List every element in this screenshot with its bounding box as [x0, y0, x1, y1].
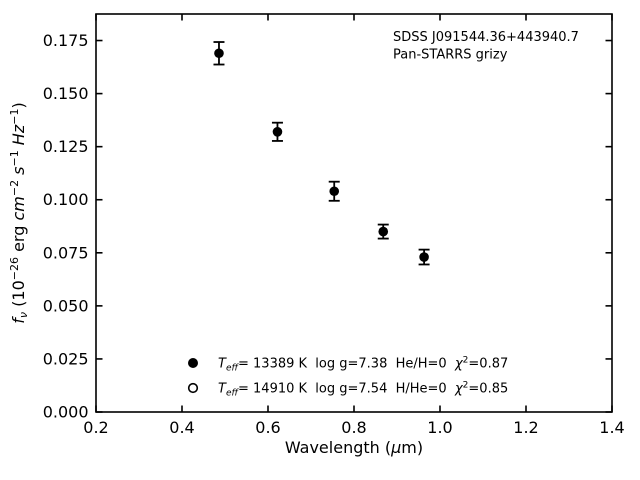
annotation-survey-name: Pan-STARRS grizy — [393, 48, 508, 63]
x-tick-label: 0.6 — [255, 418, 280, 437]
x-tick-label: 0.8 — [341, 418, 366, 437]
y-tick-label: 0.150 — [43, 84, 89, 103]
data-series — [213, 41, 430, 266]
legend: Teff= 13389 K log g=7.38 He/H=0 χ2=0.87 … — [187, 356, 508, 399]
axes-ticks: 0.2 0.4 0.6 0.8 1.0 1.2 1.4 0.000 0.025 0.050 0.07… — [43, 14, 625, 437]
x-tick-label: 0.2 — [83, 418, 108, 437]
legend-open-circle-marker — [187, 382, 199, 394]
x-tick-label: 1.4 — [599, 418, 624, 437]
x-axis-label: Wavelength (μm) — [285, 438, 423, 457]
y-tick-label: 0.075 — [43, 243, 89, 262]
y-tick-label: 0.025 — [43, 349, 89, 368]
y-axis-label: fν (10−26 erg cm−2 s−1 Hz−1) — [8, 102, 30, 323]
y-tick-label: 0.050 — [43, 296, 89, 315]
data-point — [329, 186, 340, 197]
y-tick-label: 0.000 — [43, 403, 89, 422]
data-point — [419, 252, 429, 262]
data-point — [214, 48, 224, 59]
data-point — [378, 226, 389, 237]
plot-border — [95, 13, 613, 413]
x-tick-label: 1.0 — [427, 418, 452, 437]
y-tick-label: 0.100 — [43, 190, 89, 209]
legend-filled-circle-marker — [188, 358, 198, 368]
y-tick-label: 0.175 — [43, 31, 89, 50]
annotation-object-name: SDSS J091544.36+443940.7 — [393, 30, 579, 45]
data-point — [272, 127, 283, 137]
y-tick-label: 0.125 — [43, 137, 89, 156]
legend-row-2-label: Teff= 14910 K log g=7.54 H/He=0 χ2=0.85 — [218, 381, 508, 399]
legend-row-1-label: Teff= 13389 K log g=7.38 He/H=0 χ2=0.87 — [218, 356, 508, 374]
x-tick-label: 0.4 — [169, 418, 194, 437]
x-tick-label: 1.2 — [513, 418, 538, 437]
